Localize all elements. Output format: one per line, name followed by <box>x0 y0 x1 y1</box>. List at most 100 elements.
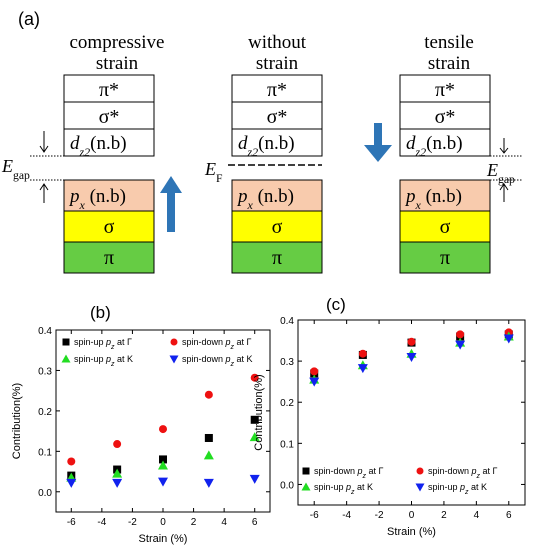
data-point <box>203 478 214 488</box>
legend-label: spin-down pz at Γ <box>314 466 384 480</box>
column-title-line2: strain <box>96 53 139 74</box>
px-band <box>399 179 491 212</box>
legend-label: spin-up pz at K <box>314 482 373 496</box>
y-tick-label: 0.4 <box>280 316 294 327</box>
px-band <box>231 179 323 212</box>
y-axis-label: Contribution(%) <box>253 374 265 450</box>
column-title-line2: strain <box>256 53 299 74</box>
data-point <box>357 364 368 374</box>
level-dz2: dz2(n.b) <box>406 133 463 159</box>
x-tick-label: -4 <box>342 510 351 521</box>
data-point <box>159 455 167 464</box>
legend-label: spin-down pz at Γ <box>428 466 498 480</box>
column-title-line1: tensile <box>424 32 474 53</box>
px-band <box>63 179 155 212</box>
legend-marker <box>170 338 178 346</box>
unoccupied-block <box>231 74 323 157</box>
data-point <box>158 460 168 470</box>
unoccupied-block <box>63 74 155 157</box>
level-px: px (n.b) <box>68 186 126 212</box>
legend-label: spin-down pz at Γ <box>182 337 252 351</box>
data-point <box>249 432 260 442</box>
column-title-line1: compressive <box>70 32 165 53</box>
sigma-band <box>231 210 323 243</box>
data-point <box>309 377 320 387</box>
up-arrow-icon <box>160 176 182 232</box>
column-title-line2: strain <box>428 53 471 74</box>
gap-label: Egap <box>1 156 30 182</box>
level-sigma: σ <box>440 216 451 238</box>
y-tick-label: 0.4 <box>38 326 52 337</box>
panel-label: (b) <box>90 303 111 322</box>
down-arrow-icon <box>364 123 392 162</box>
legend-marker <box>301 482 311 491</box>
fermi-label: EF <box>204 159 223 185</box>
gap-annotation-compressive: Egap <box>1 131 182 232</box>
x-tick-label: 2 <box>441 510 447 521</box>
level-px: px (n.b) <box>404 186 462 212</box>
legend-marker <box>62 338 70 346</box>
level-sigma-star: σ* <box>435 106 456 128</box>
x-tick-label: -2 <box>128 517 137 528</box>
panel-a-label: (a) <box>18 9 40 29</box>
column-title-line1: without <box>248 32 307 53</box>
x-tick-label: 4 <box>221 517 227 528</box>
legend-label: spin-down pz at K <box>182 354 253 368</box>
level-pi-star: π* <box>99 79 119 101</box>
data-point <box>503 334 514 344</box>
data-point <box>310 367 319 376</box>
legend-marker <box>61 354 71 363</box>
pi-band <box>63 241 155 274</box>
level-pi: π <box>104 247 114 269</box>
sigma-band <box>399 210 491 243</box>
y-tick-label: 0.3 <box>280 357 294 368</box>
data-point <box>158 477 168 487</box>
data-point <box>250 415 259 424</box>
gap-annotation-tensile: Egap <box>364 123 522 202</box>
level-sigma-star: σ* <box>99 106 120 128</box>
x-tick-label: 6 <box>506 510 512 521</box>
data-point <box>407 337 416 346</box>
level-pi-star: π* <box>435 79 455 101</box>
level-sigma: σ <box>272 216 283 238</box>
data-point <box>204 390 213 399</box>
y-tick-label: 0.1 <box>280 439 294 450</box>
x-tick-label: 0 <box>409 510 415 521</box>
data-point <box>67 457 76 466</box>
legend-marker <box>416 467 424 475</box>
unoccupied-block <box>399 74 491 157</box>
data-point <box>406 353 417 362</box>
legend-label: spin-up pz at Γ <box>74 337 132 351</box>
sigma-band <box>63 210 155 243</box>
y-tick-label: 0.2 <box>280 398 294 409</box>
chart-c: (c) -6 -4 -2 0 2 4 6 0.0 0.1 0.2 0.3 0.4 Strain (%) Co… <box>253 295 526 538</box>
legend-label: spin-up pz at K <box>428 482 487 496</box>
data-point <box>456 330 465 339</box>
data-point <box>249 474 260 484</box>
x-axis-label: Strain (%) <box>387 526 436 538</box>
x-tick-label: 2 <box>191 517 197 528</box>
data-point <box>455 340 466 350</box>
level-sigma-star: σ* <box>267 106 288 128</box>
x-tick-label: 6 <box>252 517 258 528</box>
level-pi-star: π* <box>267 79 287 101</box>
x-axis-label: Strain (%) <box>139 533 188 545</box>
level-dz2: dz2(n.b) <box>238 133 295 159</box>
y-tick-label: 0.2 <box>38 407 52 418</box>
data-point <box>66 478 77 488</box>
y-axis-label: Contribution(%) <box>11 383 23 459</box>
x-tick-label: -6 <box>310 510 319 521</box>
fermi-annotation: EF <box>204 159 322 185</box>
level-dz2: dz2(n.b) <box>70 133 127 159</box>
level-pi: π <box>440 247 450 269</box>
data-point <box>203 450 214 460</box>
level-pi: π <box>272 247 282 269</box>
level-px: px (n.b) <box>236 186 294 212</box>
legend-label: spin-up pz at K <box>74 354 133 368</box>
chart-b: (b) -6 -4 -2 0 2 4 6 0.0 0.1 0.2 0.3 0.4 Strain (%) Co… <box>11 303 271 545</box>
x-tick-label: -6 <box>67 517 76 528</box>
